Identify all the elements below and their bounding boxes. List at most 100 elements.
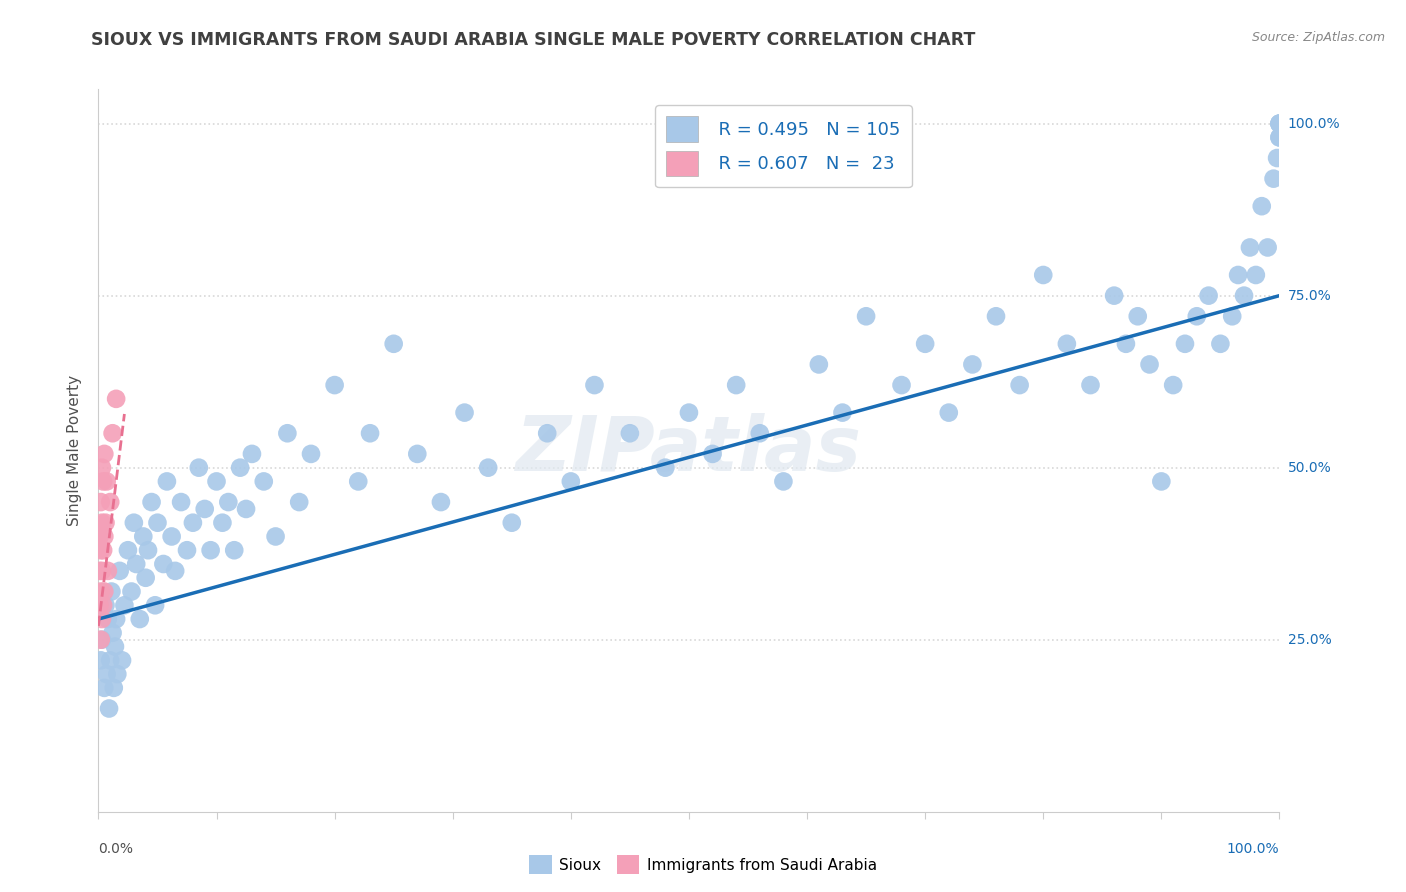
Text: 50.0%: 50.0%	[1288, 460, 1331, 475]
Point	[890, 378, 912, 392]
Legend: Sioux, Immigrants from Saudi Arabia: Sioux, Immigrants from Saudi Arabia	[523, 849, 883, 880]
Point	[831, 406, 853, 420]
Point	[91, 632, 114, 647]
Point	[240, 447, 263, 461]
Point	[299, 447, 322, 461]
Point	[1263, 171, 1285, 186]
Point	[1032, 268, 1054, 282]
Point	[984, 310, 1007, 324]
Text: 25.0%: 25.0%	[1288, 632, 1331, 647]
Point	[1150, 475, 1173, 489]
Point	[187, 460, 209, 475]
Point	[1250, 199, 1272, 213]
Point	[112, 599, 135, 613]
Point	[702, 447, 724, 461]
Point	[111, 653, 134, 667]
Text: 75.0%: 75.0%	[1288, 289, 1331, 302]
Point	[101, 426, 124, 441]
Point	[93, 529, 115, 543]
Point	[224, 543, 246, 558]
Point	[117, 543, 139, 558]
Point	[141, 495, 163, 509]
Point	[1161, 378, 1184, 392]
Point	[1102, 288, 1125, 302]
Point	[105, 612, 128, 626]
Point	[170, 495, 193, 509]
Point	[938, 406, 960, 420]
Point	[1126, 310, 1149, 324]
Point	[536, 426, 558, 441]
Point	[217, 495, 239, 509]
Point	[101, 625, 124, 640]
Point	[160, 529, 183, 543]
Point	[1268, 117, 1291, 131]
Point	[1233, 288, 1256, 302]
Point	[382, 336, 405, 351]
Point	[772, 475, 794, 489]
Text: 100.0%: 100.0%	[1227, 842, 1279, 856]
Point	[121, 584, 143, 599]
Point	[560, 475, 582, 489]
Point	[96, 475, 118, 489]
Point	[100, 584, 122, 599]
Point	[152, 557, 174, 571]
Point	[91, 460, 114, 475]
Point	[914, 336, 936, 351]
Point	[136, 543, 159, 558]
Point	[253, 475, 276, 489]
Point	[654, 460, 676, 475]
Point	[1227, 268, 1250, 282]
Point	[962, 358, 984, 372]
Point	[1239, 240, 1261, 254]
Point	[1220, 310, 1243, 324]
Point	[93, 681, 115, 695]
Point	[406, 447, 429, 461]
Point	[91, 599, 114, 613]
Point	[96, 667, 118, 681]
Legend:   R = 0.495   N = 105,   R = 0.607   N =  23: R = 0.495 N = 105, R = 0.607 N = 23	[655, 105, 911, 187]
Point	[89, 599, 111, 613]
Point	[90, 495, 112, 509]
Point	[1080, 378, 1102, 392]
Point	[108, 564, 131, 578]
Point	[288, 495, 311, 509]
Point	[430, 495, 453, 509]
Point	[90, 653, 112, 667]
Point	[91, 516, 114, 530]
Point	[122, 516, 145, 530]
Point	[194, 502, 217, 516]
Point	[176, 543, 198, 558]
Point	[135, 571, 157, 585]
Text: 100.0%: 100.0%	[1288, 117, 1340, 130]
Point	[98, 653, 121, 667]
Point	[1268, 117, 1291, 131]
Point	[748, 426, 770, 441]
Point	[453, 406, 475, 420]
Point	[103, 681, 125, 695]
Point	[1198, 288, 1220, 302]
Point	[91, 564, 114, 578]
Point	[93, 584, 115, 599]
Point	[105, 392, 128, 406]
Point	[89, 564, 111, 578]
Point	[1056, 336, 1078, 351]
Point	[200, 543, 222, 558]
Point	[1139, 358, 1161, 372]
Text: SIOUX VS IMMIGRANTS FROM SAUDI ARABIA SINGLE MALE POVERTY CORRELATION CHART: SIOUX VS IMMIGRANTS FROM SAUDI ARABIA SI…	[91, 31, 976, 49]
Point	[156, 475, 179, 489]
Point	[1209, 336, 1232, 351]
Y-axis label: Single Male Poverty: Single Male Poverty	[67, 375, 83, 526]
Point	[125, 557, 148, 571]
Point	[619, 426, 641, 441]
Point	[97, 564, 120, 578]
Point	[97, 612, 120, 626]
Point	[725, 378, 748, 392]
Point	[359, 426, 381, 441]
Text: ZIPatlas: ZIPatlas	[516, 414, 862, 487]
Point	[501, 516, 523, 530]
Point	[128, 612, 150, 626]
Point	[91, 543, 114, 558]
Point	[94, 516, 117, 530]
Point	[1008, 378, 1031, 392]
Point	[91, 612, 114, 626]
